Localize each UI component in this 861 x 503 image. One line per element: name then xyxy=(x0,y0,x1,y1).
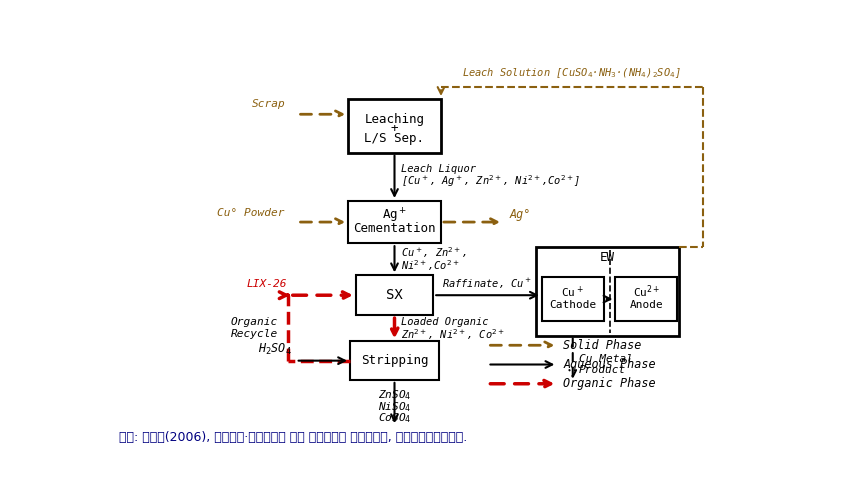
Text: 자료: 이재천(2006), 「폐전기·전자기기의 토탈 리사이클링 기술개발」, 한국지질자원연구원.: 자료: 이재천(2006), 「폐전기·전자기기의 토탈 리사이클링 기술개발」… xyxy=(119,431,467,444)
Bar xyxy=(348,201,441,243)
Text: Loaded Organic: Loaded Organic xyxy=(400,317,487,327)
Text: Ag°: Ag° xyxy=(509,208,530,221)
Text: Recycle: Recycle xyxy=(231,329,278,339)
Text: L/S Sep.: L/S Sep. xyxy=(364,132,424,145)
Text: Product: Product xyxy=(579,365,625,375)
Text: Stripping: Stripping xyxy=(361,354,428,367)
Text: Solid Phase: Solid Phase xyxy=(563,339,641,352)
Bar xyxy=(350,342,438,380)
Text: Raffinate, Cu$^+$: Raffinate, Cu$^+$ xyxy=(442,277,532,291)
Text: Cu Metal: Cu Metal xyxy=(579,354,632,364)
Bar xyxy=(536,247,678,336)
Text: Cu° Powder: Cu° Powder xyxy=(217,208,284,218)
Text: Leach Solution [CuSO$_4$·NH$_3$·(NH$_4$)$_2$SO$_4$]: Leach Solution [CuSO$_4$·NH$_3$·(NH$_4$)… xyxy=(461,66,680,79)
Text: Organic: Organic xyxy=(231,317,278,327)
Text: +: + xyxy=(390,122,398,135)
Text: Cementation: Cementation xyxy=(353,222,436,235)
Text: Ag$^+$: Ag$^+$ xyxy=(381,207,406,225)
Text: Cathode: Cathode xyxy=(548,300,596,310)
Text: Cu$^+$: Cu$^+$ xyxy=(561,285,584,300)
Text: Cu$^{2+}$: Cu$^{2+}$ xyxy=(632,284,660,300)
Text: ZnSO$_4$: ZnSO$_4$ xyxy=(377,388,411,402)
Text: CoSO$_4$: CoSO$_4$ xyxy=(377,411,411,426)
Text: SX: SX xyxy=(386,288,402,302)
Text: Cu$^+$, Zn$^{2+}$,: Cu$^+$, Zn$^{2+}$, xyxy=(400,245,467,261)
Text: Scrap: Scrap xyxy=(252,99,286,109)
Text: Leaching: Leaching xyxy=(364,113,424,126)
Text: [Cu$^+$, Ag$^+$, Zn$^{2+}$, Ni$^{2+}$,Co$^{2+}$]: [Cu$^+$, Ag$^+$, Zn$^{2+}$, Ni$^{2+}$,Co… xyxy=(400,173,579,189)
Text: EW: EW xyxy=(599,252,615,265)
Text: Anode: Anode xyxy=(629,300,662,310)
Bar xyxy=(356,275,433,315)
Bar xyxy=(615,277,677,321)
Text: Organic Phase: Organic Phase xyxy=(563,377,655,390)
Text: Zn$^{2+}$, Ni$^{2+}$, Co$^{2+}$: Zn$^{2+}$, Ni$^{2+}$, Co$^{2+}$ xyxy=(400,327,504,342)
Text: H$_2$SO$_4$: H$_2$SO$_4$ xyxy=(257,343,292,358)
Bar xyxy=(348,99,441,153)
Text: LIX-26: LIX-26 xyxy=(246,280,287,289)
Text: NiSO$_4$: NiSO$_4$ xyxy=(377,400,411,414)
Text: Ni$^{2+}$,Co$^{2+}$: Ni$^{2+}$,Co$^{2+}$ xyxy=(400,258,459,273)
Bar xyxy=(541,277,603,321)
Text: Aqueous Phase: Aqueous Phase xyxy=(563,358,655,371)
Text: Leach Liquor: Leach Liquor xyxy=(400,164,475,174)
